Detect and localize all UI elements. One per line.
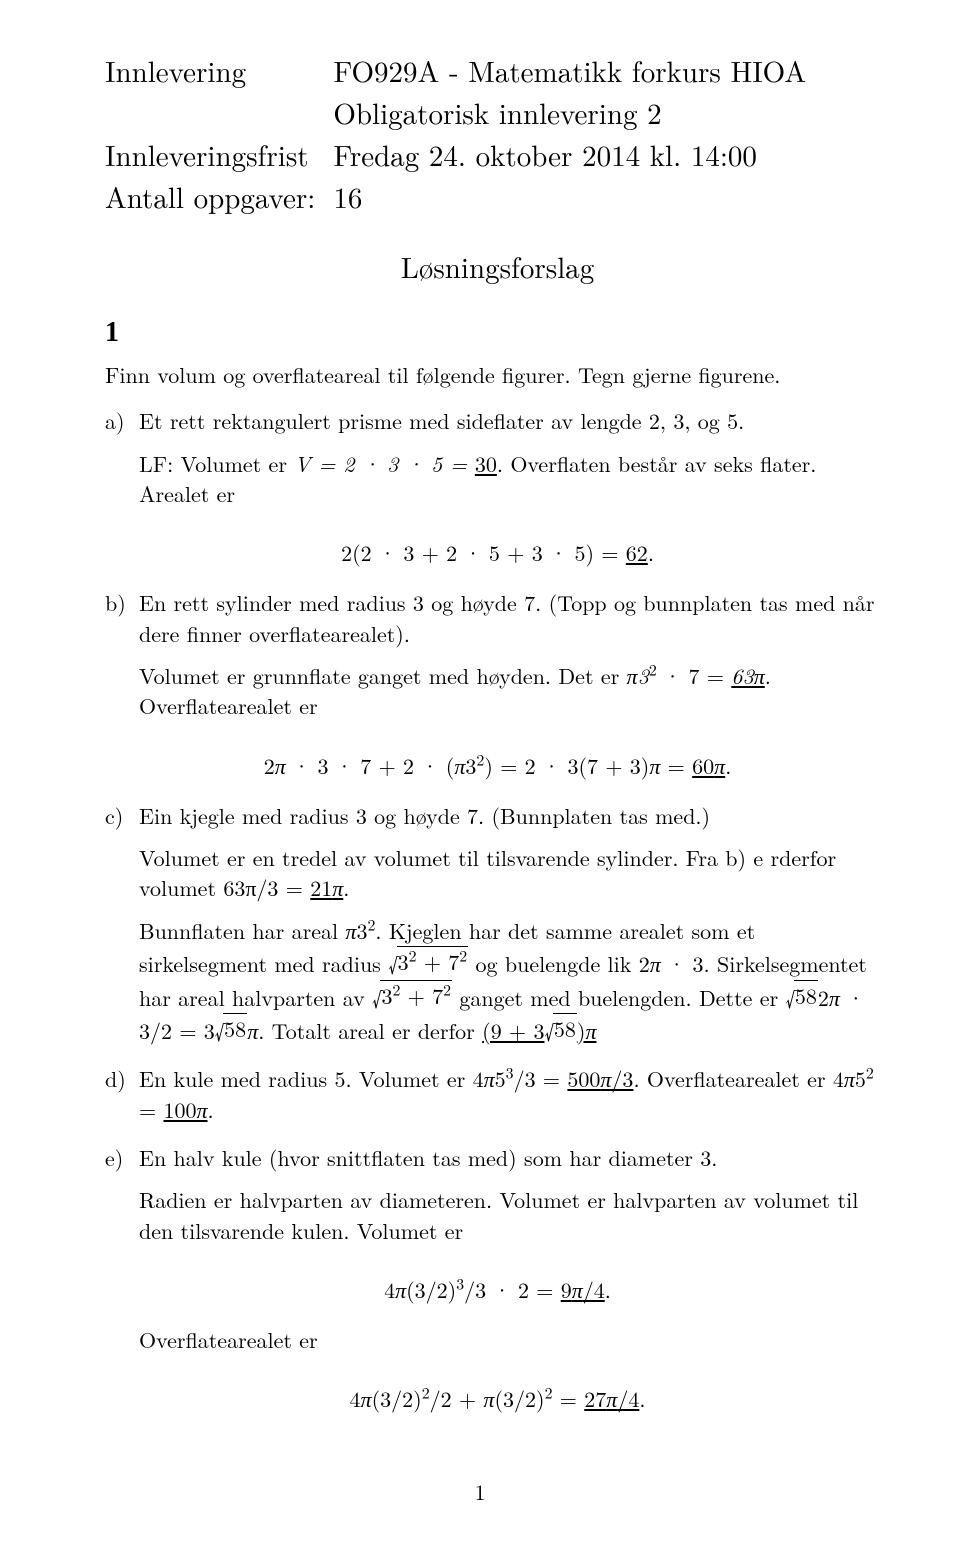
header-value-0: FO929A - Matematikk forkurs HIOA [333, 50, 806, 92]
item-e-display1: 4π(3/2)3/3 · 2 = 9π/4. [105, 1274, 890, 1305]
header-label-2: Innleveringsfrist [105, 134, 333, 176]
item-a-label: a) [105, 406, 139, 521]
header-value-3: 16 [333, 176, 806, 218]
intro-text: Finn volum og overflateareal til følgend… [105, 359, 890, 390]
item-e-cont: Overflatearealet er [105, 1325, 890, 1367]
item-b-p1: En rett sylinder med radius 3 og høyde 7… [139, 588, 890, 649]
item-b-disp-end: . [725, 750, 731, 781]
item-b-label: b) [105, 588, 139, 733]
header-table: Innlevering FO929A - Matematikk forkurs … [105, 50, 806, 218]
item-c-p2end: . [343, 872, 349, 903]
item-c-label: c) [105, 801, 139, 1059]
item-b-p2-matha: π3 [627, 660, 649, 691]
item-b: b) En rett sylinder med radius 3 og høyd… [105, 588, 890, 733]
item-b-p2-ans: 63π [731, 660, 765, 691]
item-b-p2: Volumet er grunnflate ganget med høyden.… [139, 661, 890, 722]
item-e-label: e) [105, 1143, 139, 1258]
section-number: 1 [105, 317, 890, 349]
item-d: d) En kule med radius 5. Volumet er 4π53… [105, 1064, 890, 1137]
item-d-label: d) [105, 1064, 139, 1137]
item-e-p1: En halv kule (hvor snittflaten tas med) … [139, 1143, 890, 1173]
item-a-disp-end: . [648, 537, 654, 568]
item-d-p1: En kule med radius 5. Volumet er 4π53/3 … [139, 1064, 890, 1125]
item-a-disp-math: 2(2 · 3 + 2 · 5 + 3 · 5) = [341, 537, 626, 568]
item-c: c) Ein kjegle med radius 3 og høyde 7. (… [105, 801, 890, 1059]
item-a-display: 2(2 · 3 + 2 · 5 + 3 · 5) = 62. [105, 537, 890, 568]
item-d-p1mid: . Overflatearealet er [633, 1063, 832, 1094]
header-value-2: Fredag 24. oktober 2014 kl. 14:00 [333, 134, 806, 176]
header-label-0: Innlevering [105, 50, 333, 92]
header-label-3: Antall oppgaver: [105, 176, 333, 218]
item-b-p2-mathb: · 7 = [657, 660, 732, 691]
item-d-p1end: . [208, 1094, 214, 1125]
item-a-p2-pre: LF: Volumet er [139, 448, 294, 479]
document-page: Innlevering FO929A - Matematikk forkurs … [0, 0, 960, 1543]
item-c-p2m: 63π/3 = [223, 872, 310, 903]
item-e: e) En halv kule (hvor snittflaten tas me… [105, 1143, 890, 1258]
item-e-p3: Overflatearealet er [139, 1325, 890, 1355]
item-c-p1: Ein kjegle med radius 3 og høyde 7. (Bun… [139, 801, 890, 831]
item-d-p1a: En kule med radius 5. Volumet er [139, 1063, 473, 1094]
item-a-p2-math: V = 2 · 3 · 5 = [294, 448, 475, 479]
item-a-p2-ans: 30 [475, 448, 497, 479]
page-number: 1 [0, 1476, 960, 1507]
item-b-p2-pre: Volumet er grunnflate ganget med høyden.… [139, 660, 627, 691]
item-a: a) Et rett rektangulert prisme med sidef… [105, 406, 890, 521]
item-e-d1end: . [605, 1274, 611, 1305]
item-a-p1: Et rett rektangulert prisme med sideflat… [139, 406, 890, 436]
item-a-p2: LF: Volumet er V = 2 · 3 · 5 = 30. Overf… [139, 449, 890, 510]
item-c-p2: Volumet er en tredel av volumet til tils… [139, 843, 890, 904]
item-e-display2: 4π(3/2)2/2 + π(3/2)2 = 27π/4. [105, 1383, 890, 1414]
item-e-d2end: . [639, 1383, 645, 1414]
item-e-p2: Radien er halvparten av diameteren. Volu… [139, 1185, 890, 1246]
item-c-p3: Bunnflaten har areal π32. Kjeglen har de… [139, 916, 890, 1046]
item-a-disp-ans: 62 [626, 537, 648, 568]
solutions-title: Løsningsforslag [105, 246, 890, 287]
header-value-1: Obligatorisk innlevering 2 [333, 92, 806, 134]
header-label-1 [105, 92, 333, 134]
item-b-display: 2π · 3 · 7 + 2 · (π32) = 2 · 3(7 + 3)π =… [105, 750, 890, 781]
